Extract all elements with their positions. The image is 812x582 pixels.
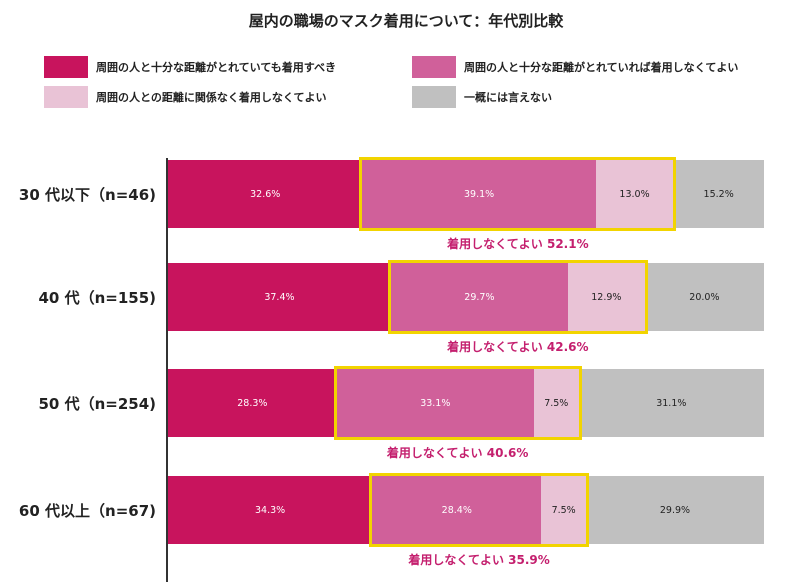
bar-segment: 28.4%	[372, 476, 542, 544]
category-label: 60 代以上（n=67)	[18, 502, 156, 520]
legend-swatch	[412, 56, 456, 78]
category-axis-line	[166, 158, 168, 582]
bar-value-label: 34.3%	[255, 504, 286, 516]
bar-value-label: 12.9%	[591, 291, 622, 303]
chart-title: 屋内の職場のマスク着用について：年代別比較	[248, 12, 564, 30]
highlight-annotation: 着用しなくてよい 40.6%	[386, 446, 529, 460]
bar-value-label: 7.5%	[544, 397, 569, 409]
category-label: 30 代以下（n=46)	[18, 186, 156, 204]
highlight-box	[359, 157, 677, 231]
bar-value-label: 20.0%	[689, 291, 720, 303]
highlight-box	[369, 473, 589, 547]
bar-segment: 37.4%	[168, 263, 391, 331]
bar-segment: 29.9%	[585, 476, 764, 544]
legend-swatch	[44, 86, 88, 108]
bar-value-label: 29.7%	[464, 291, 495, 303]
bar-value-label: 7.5%	[551, 504, 576, 516]
legend-label: 周囲の人と十分な距離がとれていても着用すべき	[96, 61, 337, 74]
highlight-annotation: 着用しなくてよい 52.1%	[447, 237, 589, 251]
bar-value-label: 39.1%	[464, 188, 495, 200]
bar-segment: 28.3%	[168, 369, 337, 437]
category-label: 50 代（n=254)	[38, 395, 156, 413]
highlight-annotation: 着用しなくてよい 42.6%	[447, 340, 589, 354]
bar-value-label: 33.1%	[420, 397, 451, 409]
bar-segment: 34.3%	[168, 476, 373, 544]
legend-swatch	[44, 56, 88, 78]
bar-segment: 31.1%	[578, 369, 764, 437]
bar-value-label: 28.3%	[237, 397, 268, 409]
bar-value-label: 32.6%	[250, 188, 281, 200]
legend-label: 周囲の人と十分な距離がとれていれば着用しなくてよい	[464, 61, 739, 74]
legend-label: 周囲の人との距離に関係なく着用しなくてよい	[96, 91, 327, 104]
bar-segment: 7.5%	[541, 476, 586, 544]
highlight-annotation: 着用しなくてよい 35.9%	[408, 553, 550, 567]
bar-value-label: 37.4%	[264, 291, 295, 303]
bar-segment: 7.5%	[533, 369, 579, 437]
highlight-box	[333, 366, 582, 440]
bar-segment: 13.0%	[595, 160, 674, 228]
bar-segment: 33.1%	[336, 369, 534, 437]
highlight-box	[387, 260, 648, 334]
bar-value-label: 15.2%	[703, 188, 734, 200]
bar-value-label: 13.0%	[619, 188, 650, 200]
bar-segment: 32.6%	[168, 160, 363, 228]
bar-value-label: 29.9%	[659, 504, 691, 516]
bar-value-label: 31.1%	[656, 397, 687, 409]
legend-swatch	[412, 86, 456, 108]
bar-segment: 39.1%	[362, 160, 596, 228]
bar-segment: 29.7%	[390, 263, 568, 331]
category-label: 40 代（n=155)	[38, 289, 156, 307]
legend-label: 一概には言えない	[464, 91, 552, 104]
bar-segment: 20.0%	[644, 263, 764, 331]
bar-segment: 15.2%	[673, 160, 764, 228]
bar-segment: 12.9%	[567, 263, 645, 331]
bar-value-label: 28.4%	[441, 504, 472, 516]
